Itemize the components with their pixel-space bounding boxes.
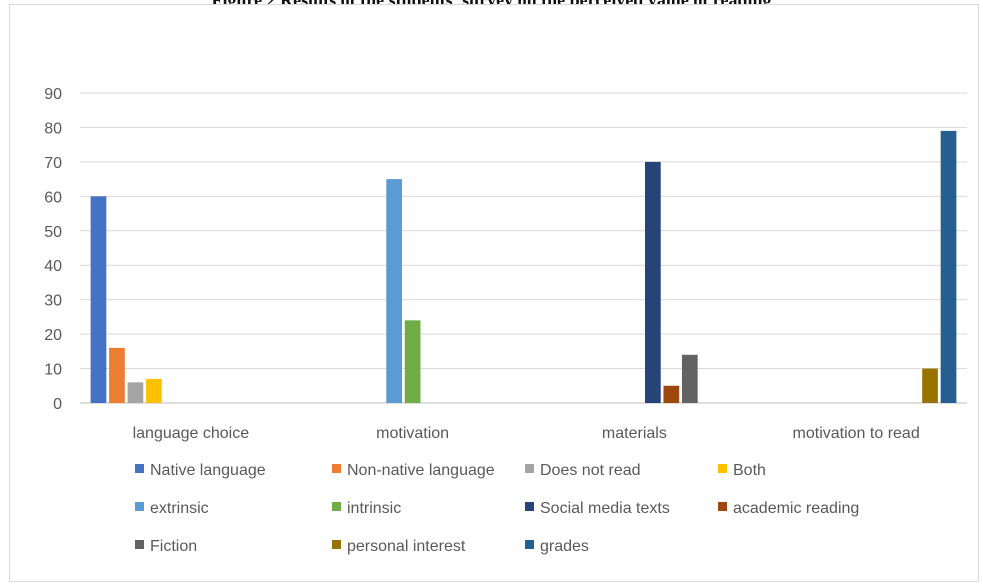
legend-label: personal interest xyxy=(347,538,466,555)
y-tick-label: 80 xyxy=(44,120,62,137)
bar xyxy=(404,320,421,403)
y-axis: 0 10 20 30 40 50 60 70 80 90 xyxy=(44,86,62,413)
legend-label: Fiction xyxy=(150,538,197,555)
bar xyxy=(127,382,144,403)
bar-chart: 0 10 20 30 40 50 60 70 80 90 language choice motiv… xyxy=(44,86,967,555)
bar xyxy=(386,179,402,403)
y-tick-label: 0 xyxy=(53,396,62,413)
legend-label: grades xyxy=(540,538,589,555)
y-tick-label: 30 xyxy=(44,293,62,310)
legend-item: Non-native language xyxy=(332,462,495,479)
gridlines xyxy=(80,92,967,404)
legend-item: personal interest xyxy=(332,538,466,555)
legend-swatch xyxy=(525,502,534,511)
legend-swatch xyxy=(332,502,341,511)
legend-label: intrinsic xyxy=(347,500,401,517)
x-category-label: motivation xyxy=(376,425,449,442)
legend-item: extrinsic xyxy=(135,500,209,517)
bar xyxy=(681,354,698,403)
legend-swatch xyxy=(135,502,144,511)
legend-label: Does not read xyxy=(540,462,641,479)
legend-item: Does not read xyxy=(525,462,641,479)
legend-swatch xyxy=(332,464,341,473)
bar xyxy=(146,378,162,403)
legend-item: Both xyxy=(718,462,766,479)
bar xyxy=(663,385,680,403)
y-tick-label: 70 xyxy=(44,155,62,172)
bar xyxy=(90,196,107,403)
x-category-label: motivation to read xyxy=(793,425,920,442)
y-tick-label: 60 xyxy=(44,189,62,206)
legend-swatch xyxy=(135,464,144,473)
bar xyxy=(922,368,938,403)
legend-swatch xyxy=(718,464,727,473)
legend: Native language Non-native language Does n… xyxy=(135,462,859,555)
x-category-label: language choice xyxy=(133,425,250,442)
legend-label: Non-native language xyxy=(347,462,495,479)
legend-swatch xyxy=(525,540,534,549)
legend-swatch xyxy=(718,502,727,511)
legend-swatch xyxy=(332,540,341,549)
legend-label: Native language xyxy=(150,462,266,479)
legend-label: Both xyxy=(733,462,766,479)
legend-label: academic reading xyxy=(733,500,859,517)
legend-label: Social media texts xyxy=(540,500,670,517)
legend-swatch xyxy=(135,540,144,549)
x-category-label: materials xyxy=(602,425,667,442)
bars xyxy=(90,130,957,403)
bar xyxy=(645,161,661,403)
y-tick-label: 40 xyxy=(44,258,62,275)
legend-swatch xyxy=(525,464,534,473)
chart-frame: 0 10 20 30 40 50 60 70 80 90 language choice motiv… xyxy=(9,4,979,582)
legend-item: Fiction xyxy=(135,538,197,555)
legend-item: intrinsic xyxy=(332,500,401,517)
bar xyxy=(940,130,957,403)
legend-item: Social media texts xyxy=(525,500,670,517)
legend-label: extrinsic xyxy=(150,500,209,517)
x-axis: language choice motivation materials motiva… xyxy=(133,425,920,442)
y-tick-label: 90 xyxy=(44,86,62,103)
y-tick-label: 20 xyxy=(44,327,62,344)
legend-item: academic reading xyxy=(718,500,859,517)
y-tick-label: 50 xyxy=(44,224,62,241)
legend-item: grades xyxy=(525,538,589,555)
bar xyxy=(109,347,125,403)
y-tick-label: 10 xyxy=(44,362,62,379)
legend-item: Native language xyxy=(135,462,266,479)
